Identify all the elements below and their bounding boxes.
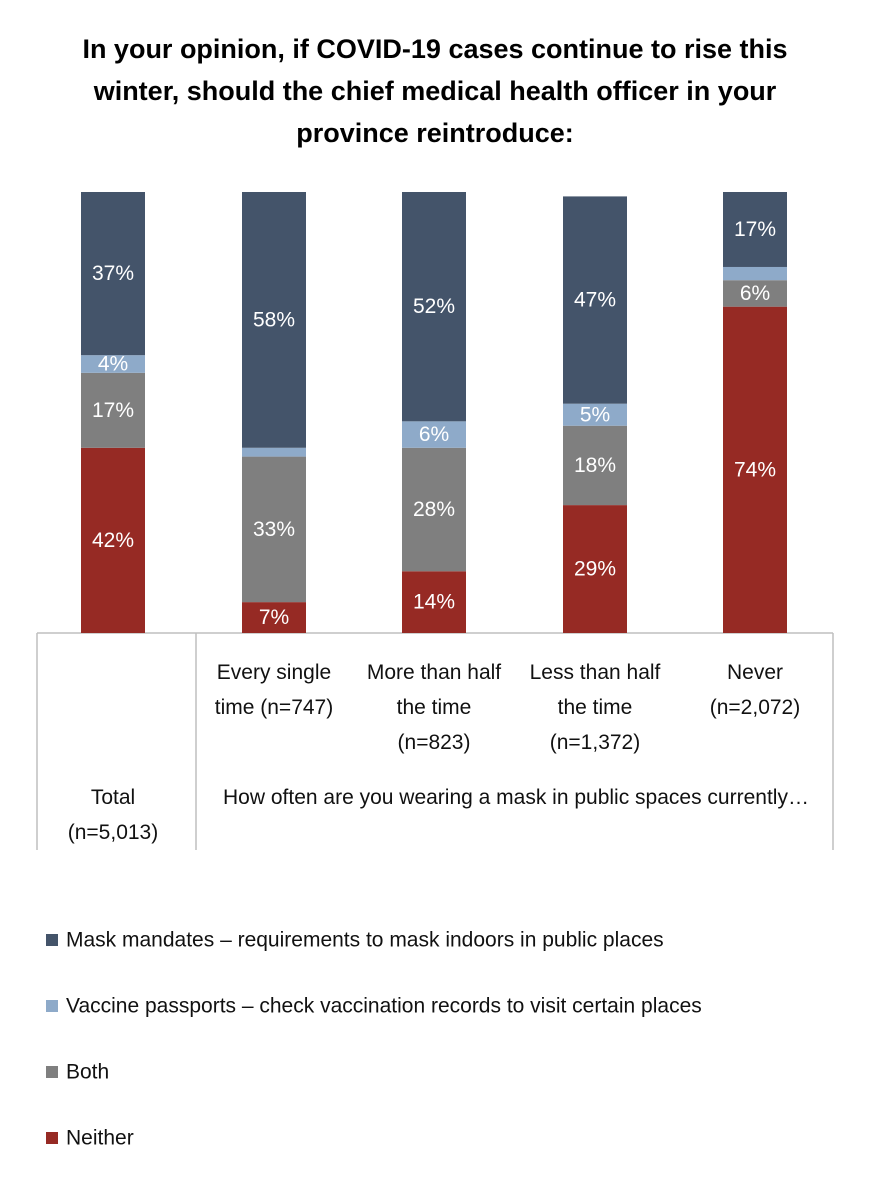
legend-swatch bbox=[46, 934, 58, 946]
bar-segment bbox=[402, 421, 466, 448]
data-label: 29% bbox=[574, 558, 616, 581]
bar-segment bbox=[81, 447, 145, 633]
data-label: 18% bbox=[574, 454, 616, 477]
bar-segment bbox=[563, 505, 627, 633]
bar-segment bbox=[242, 447, 306, 457]
bar-segment bbox=[81, 192, 145, 356]
chart-title: In your opinion, if COVID-19 cases conti… bbox=[82, 34, 788, 148]
legend-label: Mask mandates – requirements to mask ind… bbox=[66, 929, 664, 952]
x-tick-label: Total (n=5,013) bbox=[67, 786, 159, 844]
bar-segment bbox=[723, 192, 787, 267]
legend-swatch bbox=[46, 1132, 58, 1144]
bar-segment bbox=[723, 280, 787, 307]
bar-segment bbox=[402, 192, 466, 422]
data-label: 37% bbox=[92, 262, 134, 285]
bar-segment bbox=[723, 306, 787, 633]
data-label: 4% bbox=[98, 353, 128, 376]
bar-segment bbox=[563, 403, 627, 426]
bar-segment bbox=[563, 196, 627, 404]
legend-label: Neither bbox=[66, 1127, 134, 1150]
data-label: 42% bbox=[92, 529, 134, 552]
bar-segment bbox=[723, 266, 787, 281]
data-label: 14% bbox=[413, 591, 455, 614]
data-label: 52% bbox=[413, 295, 455, 318]
data-label: 74% bbox=[734, 458, 776, 481]
legend-swatch bbox=[46, 1066, 58, 1078]
x-tick-label: More than half the time (n=823) bbox=[366, 661, 502, 754]
legend-label: Vaccine passports – check vaccination re… bbox=[66, 995, 702, 1018]
data-label: 5% bbox=[580, 403, 610, 426]
data-label: 7% bbox=[259, 606, 289, 629]
data-label: 17% bbox=[734, 218, 776, 241]
bar-segment bbox=[402, 447, 466, 572]
data-label: 6% bbox=[419, 423, 449, 446]
bar-segment bbox=[402, 571, 466, 633]
bar-segment bbox=[81, 355, 145, 373]
legend-label: Both bbox=[66, 1061, 109, 1084]
x-tick-label: Every single time (n=747) bbox=[214, 661, 334, 719]
data-label: 33% bbox=[253, 518, 295, 541]
bar-segment bbox=[242, 602, 306, 633]
x-tick-label: Less than half the time (n=1,372) bbox=[529, 661, 661, 754]
bar-segment bbox=[563, 425, 627, 506]
bar-segment bbox=[242, 456, 306, 603]
data-label: 17% bbox=[92, 399, 134, 422]
bar-segment bbox=[81, 372, 145, 448]
bar-segment bbox=[242, 192, 306, 448]
group-label: How often are you wearing a mask in publ… bbox=[223, 786, 809, 809]
data-label: 28% bbox=[413, 498, 455, 521]
data-label: 58% bbox=[253, 308, 295, 331]
x-tick-label: Never (n=2,072) bbox=[709, 661, 801, 719]
data-label: 6% bbox=[740, 282, 770, 305]
legend-swatch bbox=[46, 1000, 58, 1012]
data-label: 47% bbox=[574, 289, 616, 312]
